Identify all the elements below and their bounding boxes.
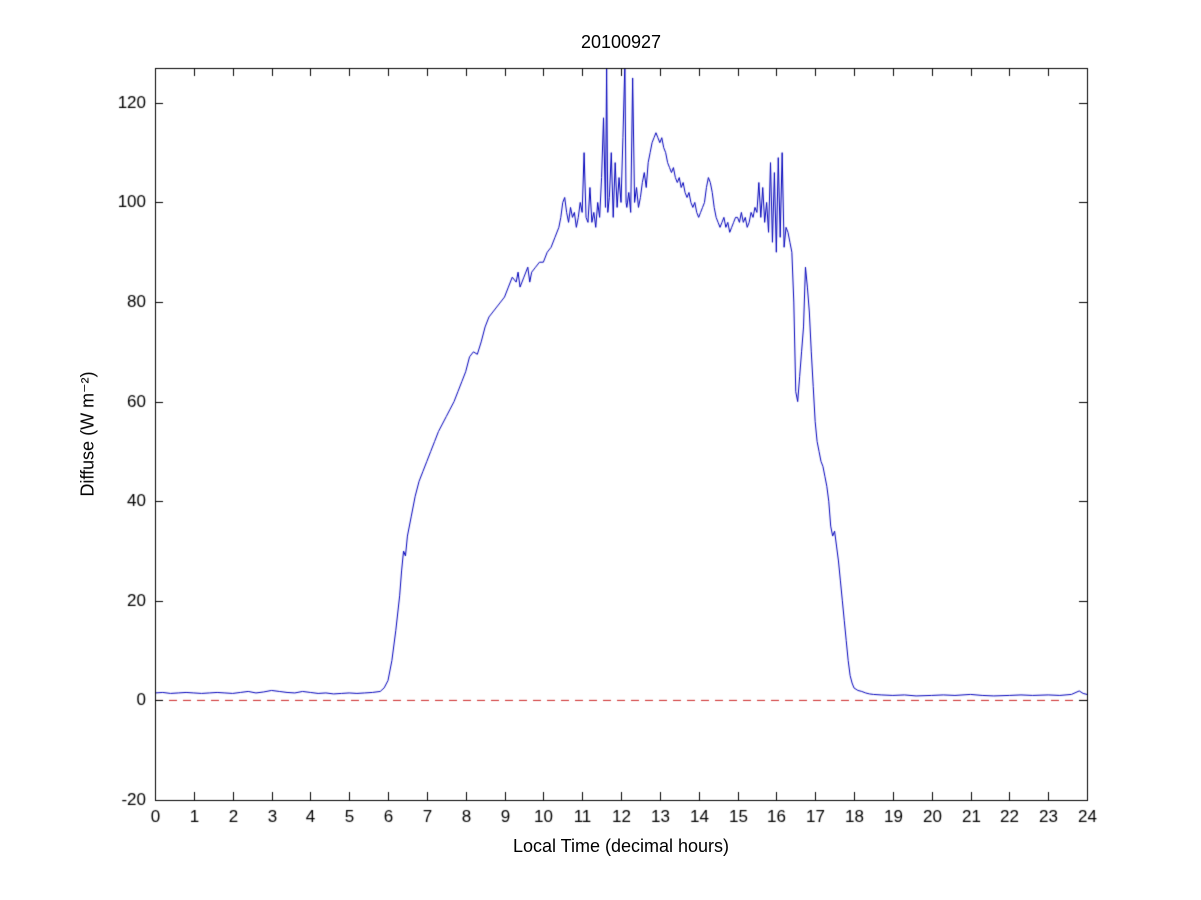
- chart-title: 20100927: [580, 32, 662, 52]
- y-axis-label: Diffuse (W m⁻²): [77, 371, 98, 497]
- x-axis-label: Local Time (decimal hours): [512, 836, 730, 856]
